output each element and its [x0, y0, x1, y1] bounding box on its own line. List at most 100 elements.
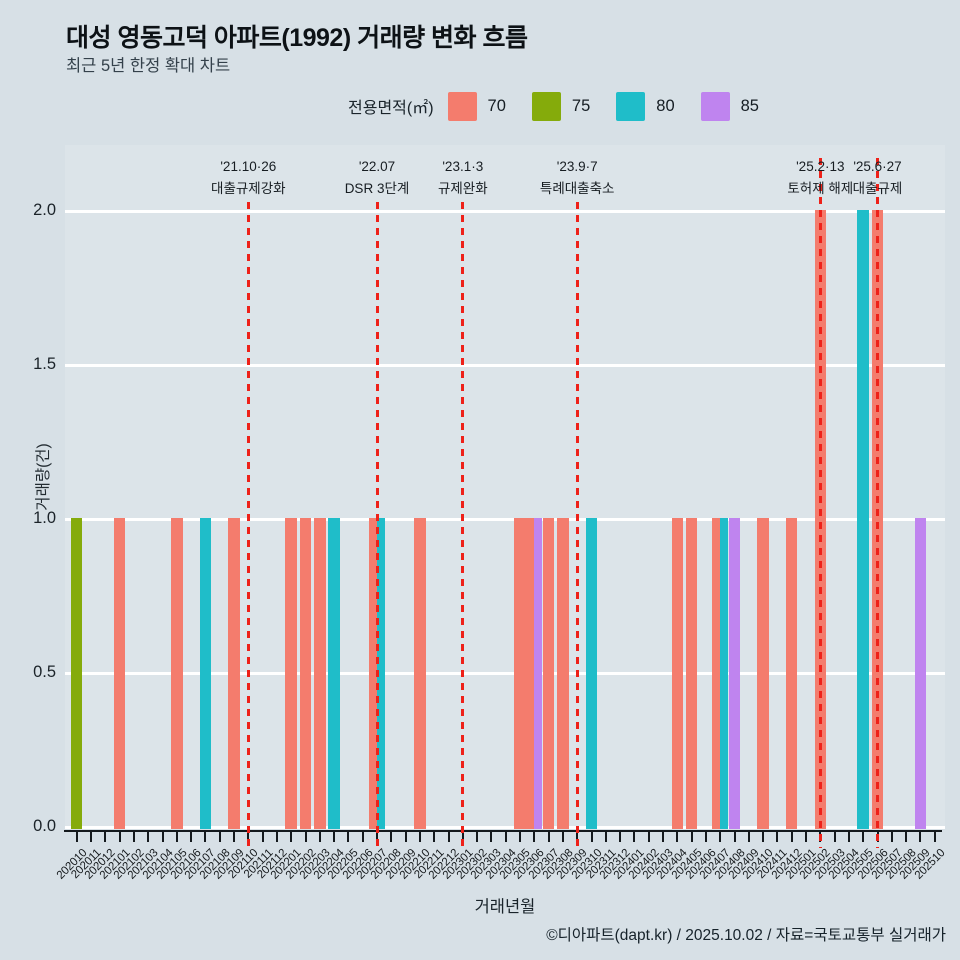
plot-area [65, 145, 945, 829]
event-text: 대출규제 [852, 180, 903, 196]
x-tick-202202 [304, 832, 307, 842]
x-tick-202406 [704, 832, 707, 842]
y-tick-label-0.5: 0.5 [33, 663, 56, 681]
x-tick-202504 [847, 832, 850, 842]
legend-swatch-70 [447, 91, 477, 121]
bar-202407-70 [712, 518, 721, 829]
bar-202204-80 [328, 518, 340, 829]
x-tick-202011 [90, 832, 92, 842]
bar-202509-85 [914, 518, 927, 829]
gridline-2.0 [65, 209, 945, 213]
x-tick-202012 [104, 832, 107, 842]
bar-202310-80 [585, 518, 598, 829]
y-axis-title: 거래량(건) [35, 443, 52, 511]
x-tick-202103 [147, 832, 150, 842]
event-date: '25.2·13 [796, 159, 845, 174]
event-line-202506 [876, 158, 879, 848]
x-tick-202203 [318, 832, 321, 842]
bar-202207-70 [369, 518, 377, 829]
legend-item-label: 80 [656, 96, 675, 115]
gridline-0.0 [65, 825, 945, 829]
x-tick-202109 [233, 832, 235, 842]
bar-202203-70 [314, 518, 326, 829]
bar-202407-80 [720, 518, 729, 829]
x-tick-202407 [719, 832, 722, 842]
x-tick-202404 [676, 832, 679, 842]
bar-202109-70 [228, 518, 240, 829]
event-text: 규제완화 [437, 180, 488, 196]
x-tick-202503 [833, 832, 836, 842]
bar-202308-70 [557, 518, 569, 829]
legend-title: 전용면적(㎡) [348, 100, 434, 117]
page-subtitle: 최근 5년 한정 확대 차트 [66, 57, 231, 75]
bar-202410-70 [757, 518, 769, 829]
event-date: '22.07 [358, 159, 396, 174]
legend-item-75: 75 [531, 91, 591, 121]
x-tick-202401 [633, 832, 636, 842]
bar-202201-70 [285, 518, 297, 829]
x-tick-202509 [919, 832, 922, 842]
event-text: DSR 3단계 [344, 180, 410, 196]
x-tick-202101 [118, 832, 121, 842]
x-tick-202010 [75, 832, 78, 842]
x-tick-202311 [604, 832, 607, 842]
bar-202210-70 [414, 518, 426, 829]
y-tick-label-2.0: 2.0 [33, 201, 56, 219]
x-tick-202104 [161, 832, 164, 842]
event-line-202301 [461, 202, 465, 848]
x-tick-202305 [519, 832, 521, 842]
bar-202101-70 [113, 518, 126, 829]
x-tick-202111 [261, 832, 264, 842]
bar-202207-80 [377, 518, 385, 829]
event-date: '21.10·26 [220, 159, 277, 174]
event-line-202207 [375, 202, 379, 848]
x-axis-title: 거래년월 [474, 898, 536, 916]
y-tick-label-0.0: 0.0 [33, 817, 56, 835]
x-tick-202107 [204, 832, 207, 842]
event-text: 토허제 해제 [787, 180, 854, 196]
bar-202412-70 [785, 518, 798, 829]
x-tick-202308 [561, 832, 564, 842]
x-tick-202304 [504, 832, 507, 842]
x-tick-202507 [890, 832, 893, 842]
legend-item-80: 80 [616, 91, 675, 121]
legend-item-85: 85 [700, 91, 759, 121]
x-tick-202409 [747, 832, 750, 842]
x-tick-202408 [733, 832, 736, 842]
bar-202305-70 [514, 518, 526, 829]
x-tick-202106 [190, 832, 193, 842]
event-label-202506: '25.6·27 대출규제 [803, 156, 953, 199]
x-tick-202303 [490, 832, 493, 842]
legend-swatch-75 [531, 91, 561, 121]
x-tick-202105 [175, 832, 178, 842]
gridline-1.0 [65, 517, 945, 521]
x-axis-line [64, 830, 942, 832]
event-label-202110: '21.10·26 대출규제강화 [173, 156, 323, 199]
legend-item-label: 85 [740, 96, 759, 115]
bar-202306-85 [534, 518, 543, 829]
page-title: 대성 영동고덕 아파트(1992) 거래량 변화 흐름 [66, 24, 528, 52]
bar-202307-70 [542, 518, 555, 829]
x-tick-202112 [275, 832, 278, 842]
event-line-202502 [818, 158, 822, 848]
event-text: 대출규제강화 [211, 180, 286, 196]
bar-202404-70 [671, 518, 684, 829]
x-tick-202403 [662, 832, 664, 842]
gridline-0.5 [65, 671, 945, 675]
x-tick-202501 [805, 832, 807, 842]
x-tick-202209 [404, 832, 407, 842]
x-tick-202310 [590, 832, 593, 842]
bar-202306-70 [526, 518, 535, 829]
event-date: '23.1·3 [442, 159, 484, 174]
legend-item-label: 75 [571, 96, 591, 115]
y-tick-label-1.5: 1.5 [33, 355, 56, 373]
x-tick-202201 [290, 832, 293, 842]
event-date: '23.9·7 [556, 159, 598, 174]
x-tick-202212 [447, 832, 450, 842]
gridline-1.5 [65, 363, 945, 367]
x-tick-202211 [433, 832, 436, 842]
x-tick-202307 [547, 832, 550, 842]
x-tick-202405 [690, 832, 693, 842]
bar-202505-80 [857, 210, 869, 829]
